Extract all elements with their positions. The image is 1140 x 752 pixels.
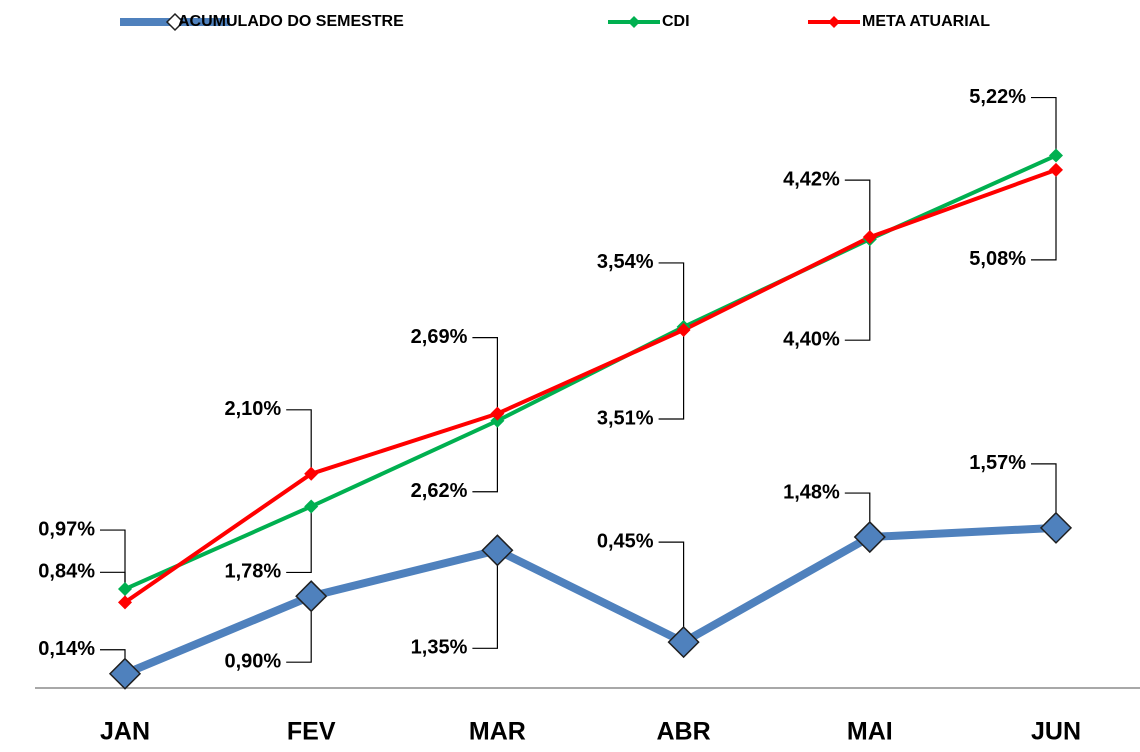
leader-line xyxy=(658,541,685,643)
leader-line xyxy=(286,596,312,663)
leader-line xyxy=(844,179,871,238)
data-point xyxy=(490,413,505,428)
data-point xyxy=(295,580,328,613)
data-point xyxy=(1049,148,1063,163)
data-label: 0,90% xyxy=(224,650,281,672)
data-label: 1,48% xyxy=(783,481,840,503)
leader-line xyxy=(100,529,126,590)
data-point xyxy=(118,595,132,610)
data-point xyxy=(118,582,132,597)
data-label: 5,08% xyxy=(969,248,1026,270)
data-label: 2,62% xyxy=(411,480,468,502)
data-label: 0,14% xyxy=(38,638,95,660)
data-point xyxy=(1049,162,1063,177)
data-point xyxy=(481,534,514,567)
data-point xyxy=(862,230,877,245)
data-label: 1,35% xyxy=(411,637,468,659)
data-label: 2,69% xyxy=(411,326,468,348)
x-tick-label: JUN xyxy=(1031,718,1081,746)
x-tick-label: MAR xyxy=(469,718,526,746)
data-label: 3,51% xyxy=(597,407,654,429)
series-line xyxy=(123,167,1057,604)
data-label: 0,45% xyxy=(597,530,654,552)
x-tick-label: MAI xyxy=(847,718,893,746)
leader-line xyxy=(844,239,871,341)
data-label: 1,57% xyxy=(969,452,1026,474)
data-label: 1,78% xyxy=(224,561,281,583)
data-label: 0,84% xyxy=(38,561,95,583)
leader-line xyxy=(472,550,498,649)
data-point xyxy=(304,466,319,481)
x-tick-label: ABR xyxy=(657,718,711,746)
data-point xyxy=(108,657,142,690)
legend-label: ACUMULADO DO SEMESTRE xyxy=(178,13,404,30)
leader-line xyxy=(1031,96,1057,156)
leader-line xyxy=(1031,169,1057,261)
x-tick-label: JAN xyxy=(100,718,150,746)
legend-marker xyxy=(828,16,840,28)
leader-line xyxy=(472,337,498,414)
data-label: 4,40% xyxy=(783,328,840,350)
data-label: 4,42% xyxy=(783,168,840,190)
data-label: 5,22% xyxy=(969,86,1026,108)
data-point xyxy=(667,626,700,659)
x-tick-label: FEV xyxy=(287,718,336,746)
data-point xyxy=(490,406,505,421)
legend-marker xyxy=(165,12,185,32)
data-label: 2,10% xyxy=(224,398,281,420)
leader-line xyxy=(658,329,685,420)
data-label: 0,97% xyxy=(38,518,95,540)
legend-label: META ATUARIAL xyxy=(862,13,990,30)
leader-line xyxy=(658,262,685,327)
data-point xyxy=(853,520,886,554)
leader-line xyxy=(286,506,312,574)
data-point xyxy=(304,499,319,514)
data-point xyxy=(1039,511,1073,544)
data-point xyxy=(676,322,691,337)
leader-line xyxy=(472,420,498,493)
series-line xyxy=(123,523,1057,678)
leader-line xyxy=(286,409,312,474)
legend-label: CDI xyxy=(662,13,690,30)
leader-line xyxy=(1031,463,1057,528)
data-label: 3,54% xyxy=(597,251,654,273)
legend-marker xyxy=(628,16,640,28)
